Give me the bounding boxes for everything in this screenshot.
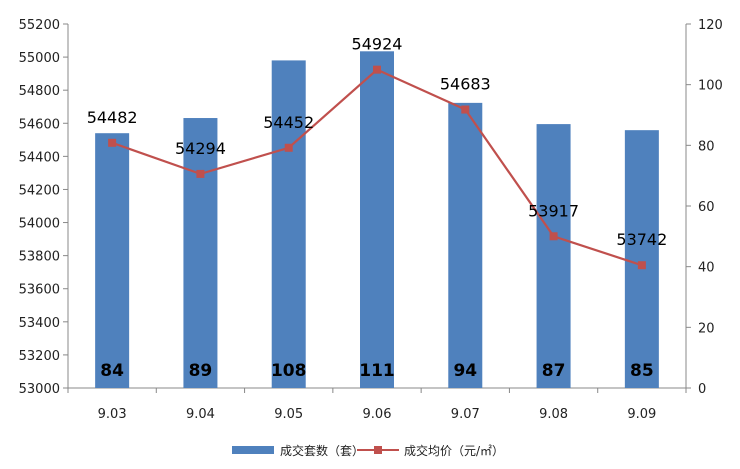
price-value-label: 54452 — [263, 113, 314, 132]
bar-value-label: 85 — [630, 361, 654, 381]
right-axis: 0 20 40 60 80 100 120 — [685, 18, 723, 397]
price-point — [196, 169, 205, 178]
right-tick-label: 120 — [698, 18, 723, 33]
legend-line-marker — [374, 446, 382, 454]
price-value-label: 54924 — [352, 35, 403, 54]
legend-bar-label: 成交套数（套） — [280, 443, 364, 458]
bar — [536, 124, 571, 388]
right-tick-label: 0 — [698, 382, 706, 397]
left-tick-label: 54600 — [19, 117, 60, 132]
bar — [624, 130, 659, 388]
left-tick-label: 53800 — [19, 250, 60, 265]
x-tick-label: 9.08 — [539, 407, 568, 422]
bar-value-label: 108 — [271, 361, 307, 381]
line-series — [108, 65, 646, 270]
right-tick-label: 60 — [698, 200, 715, 215]
price-point — [373, 65, 381, 74]
left-tick-label: 54400 — [19, 150, 60, 165]
left-tick-label: 55000 — [19, 51, 60, 66]
bar-value-label: 111 — [359, 361, 395, 381]
left-tick-label: 54000 — [19, 217, 60, 232]
price-point — [108, 138, 117, 147]
bar-value-label: 84 — [100, 361, 124, 381]
price-value-label: 54294 — [175, 139, 226, 158]
right-tick-label: 100 — [698, 79, 723, 94]
left-tick-label: 55200 — [19, 18, 60, 33]
price-point — [461, 105, 470, 114]
right-tick-label: 40 — [698, 261, 715, 276]
bar-value-label: 89 — [189, 361, 213, 381]
x-axis-ticks: 9.03 9.04 9.05 9.06 9.07 9.08 9.09 — [67, 388, 687, 422]
bar — [95, 133, 130, 388]
left-tick-label: 54200 — [19, 183, 60, 198]
bar-series — [95, 51, 659, 389]
x-tick-label: 9.09 — [627, 407, 656, 422]
left-tick-label: 53600 — [19, 283, 60, 298]
x-tick-label: 9.05 — [274, 407, 303, 422]
legend-item-bar: 成交套数（套） — [232, 443, 364, 458]
price-value-label: 54683 — [440, 75, 491, 94]
left-tick-label: 53200 — [19, 349, 60, 364]
bar — [183, 118, 218, 389]
bar-value-label: 87 — [542, 361, 566, 381]
legend: 成交套数（套） 成交均价（元/㎡） — [232, 443, 504, 458]
x-tick-label: 9.03 — [98, 407, 127, 422]
right-tick-label: 80 — [698, 139, 715, 154]
left-tick-label: 54800 — [19, 84, 60, 99]
price-point — [637, 261, 646, 270]
x-tick-label: 9.07 — [451, 407, 480, 422]
bar-value-labels: 84 89 108 111 94 87 85 — [100, 361, 653, 381]
legend-item-line: 成交均价（元/㎡） — [357, 443, 504, 458]
price-point — [549, 232, 558, 241]
x-axis: 9.03 9.04 9.05 9.06 9.07 9.08 9.09 — [67, 387, 687, 422]
legend-line-label: 成交均价（元/㎡） — [404, 443, 504, 458]
price-value-label: 54482 — [87, 108, 138, 127]
price-point — [284, 143, 293, 152]
left-axis: 53000 53200 53400 53600 53800 54000 54200 54400… — [19, 18, 69, 397]
left-tick-label: 53000 — [19, 382, 60, 397]
legend-bar-swatch — [232, 446, 274, 454]
bar — [271, 60, 306, 389]
bar-value-label: 94 — [453, 361, 477, 381]
price-value-label: 53917 — [528, 201, 579, 220]
line-value-labels: 54482 54294 54452 54924 54683 53917 53742 — [87, 35, 668, 250]
bar — [360, 51, 394, 389]
left-axis-ticks: 53000 53200 53400 53600 53800 54000 54200 54400… — [19, 18, 68, 397]
bar — [448, 102, 483, 388]
right-tick-label: 20 — [698, 321, 715, 336]
right-axis-ticks: 0 20 40 60 80 100 120 — [686, 18, 723, 397]
x-tick-label: 9.06 — [363, 407, 392, 422]
left-tick-label: 53400 — [19, 316, 60, 331]
x-tick-label: 9.04 — [186, 407, 215, 422]
price-value-label: 53742 — [616, 230, 667, 249]
